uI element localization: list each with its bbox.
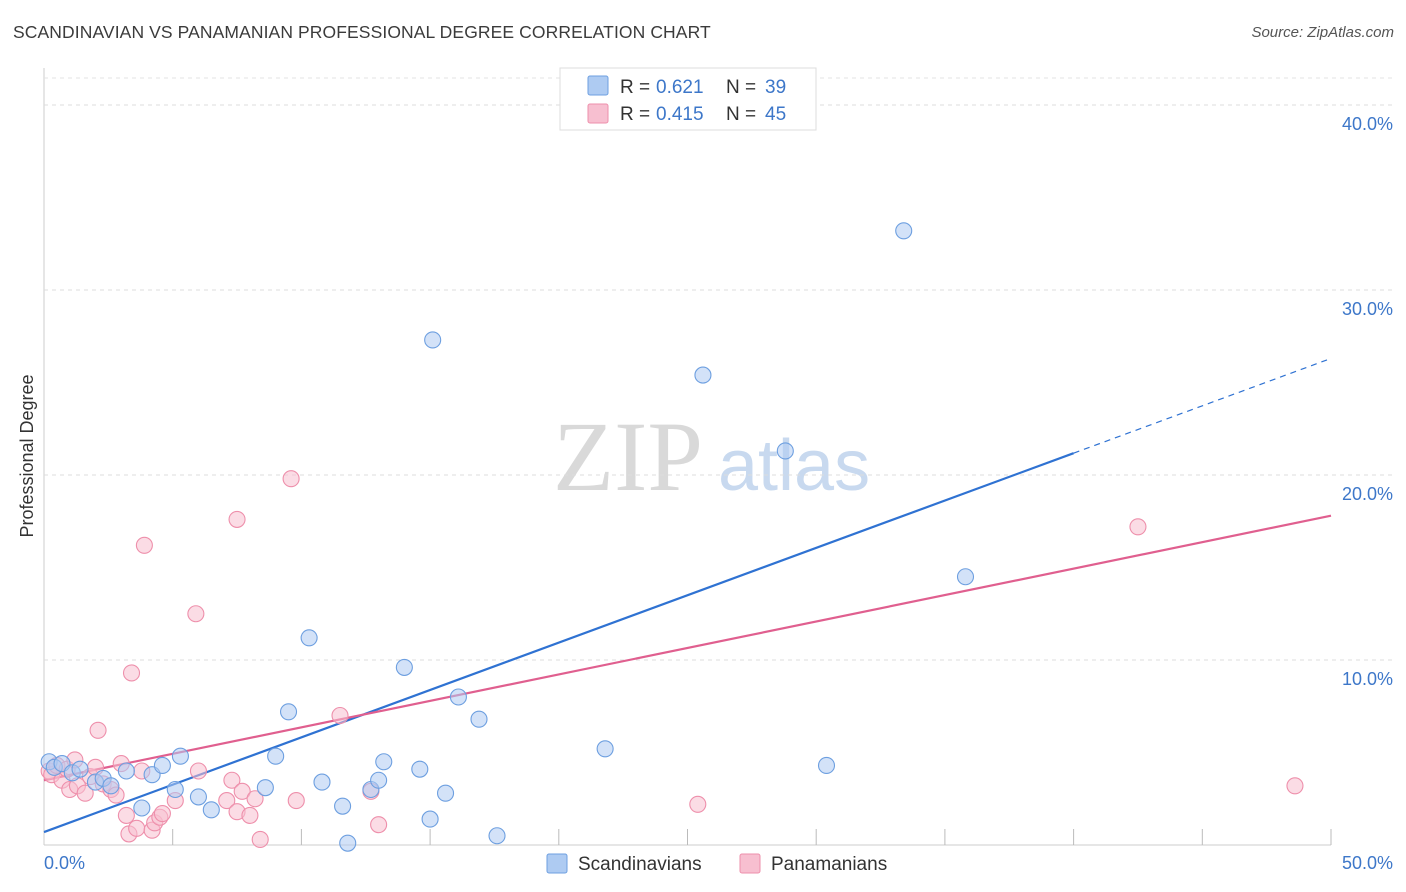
point-scandinavians [956, 568, 975, 586]
point-scandinavians [776, 442, 794, 460]
panamanians-n-label: N = [726, 104, 756, 125]
point-scandinavians [117, 762, 135, 780]
point-scandinavians [339, 834, 357, 852]
scandinavians-n-value: 39 [765, 77, 786, 98]
y-tick-label: 20.0% [1342, 484, 1393, 504]
point-scandinavians [133, 799, 151, 817]
panamanians-r-value: 0.415 [656, 104, 704, 125]
point-scandinavians [694, 366, 712, 384]
point-panamanians [223, 771, 241, 789]
y-axis-label: Professional Degree [17, 374, 37, 537]
point-scandinavians [395, 658, 413, 676]
point-scandinavians [189, 788, 207, 806]
point-scandinavians [424, 331, 442, 349]
point-scandinavians [449, 688, 467, 706]
point-scandinavians [411, 760, 429, 778]
legend-scandinavians-swatch [546, 853, 568, 874]
point-panamanians [89, 721, 107, 739]
point-panamanians [76, 784, 94, 802]
legend-panamanians-swatch [739, 853, 761, 874]
point-scandinavians [153, 756, 171, 775]
point-scandinavians [300, 629, 318, 647]
point-scandinavians [895, 222, 913, 240]
point-scandinavians [334, 797, 352, 815]
x-tick-label-max: 50.0% [1342, 853, 1393, 873]
point-scandinavians [817, 756, 836, 775]
point-panamanians [228, 510, 246, 528]
point-scandinavians [202, 801, 220, 819]
scandinavians-r-label: R = [620, 77, 650, 98]
watermark-zip: ZIP [553, 401, 703, 512]
point-scandinavians [436, 784, 455, 802]
point-scandinavians [421, 810, 439, 828]
point-panamanians [241, 806, 259, 824]
point-scandinavians [267, 747, 285, 765]
stats-legend: R = 0.621 N = 39 R = 0.415 N = 45 [559, 67, 817, 131]
point-scandinavians [470, 710, 488, 728]
scandinavians-r-value: 0.621 [656, 77, 704, 98]
point-panamanians [233, 782, 251, 800]
legend-panamanians-label: Panamanians [771, 854, 887, 875]
point-panamanians [153, 804, 171, 823]
x-ticks [172, 829, 1332, 845]
data-points [40, 222, 1304, 852]
x-tick-label-min: 0.0% [44, 853, 85, 873]
point-panamanians [689, 795, 707, 813]
y-tick-labels: 10.0% 20.0% 30.0% 40.0% [1342, 114, 1393, 689]
series-legend: Scandinavians Panamanians [546, 853, 887, 875]
trend-line-scandinavians [43, 452, 1074, 834]
point-panamanians [331, 706, 349, 725]
point-scandinavians [313, 773, 331, 791]
point-panamanians [218, 792, 236, 810]
point-scandinavians [102, 777, 120, 795]
chart-title: SCANDINAVIAN VS PANAMANIAN PROFESSIONAL … [13, 22, 711, 42]
point-scandinavians [370, 771, 388, 789]
point-scandinavians [256, 779, 274, 797]
trend-line-extension-scandinavians [1073, 357, 1332, 454]
trend-line-panamanians [43, 514, 1332, 782]
y-tick-label: 10.0% [1342, 669, 1393, 689]
point-scandinavians [166, 780, 184, 799]
point-panamanians [1129, 518, 1147, 536]
point-panamanians [1286, 777, 1304, 795]
watermark-atlas: atlas [718, 426, 870, 506]
trend-lines [43, 357, 1332, 834]
point-panamanians [187, 605, 205, 623]
point-scandinavians [71, 760, 89, 778]
panamanians-r-label: R = [620, 104, 650, 125]
point-scandinavians [171, 747, 189, 765]
panamanians-swatch [587, 103, 609, 124]
panamanians-n-value: 45 [765, 104, 786, 125]
point-panamanians [251, 830, 269, 849]
chart-source: Source: ZipAtlas.com [1251, 24, 1394, 41]
grid [44, 77, 1392, 661]
legend-scandinavians-label: Scandinavians [578, 854, 702, 875]
point-panamanians [122, 664, 141, 682]
scandinavians-swatch [587, 75, 609, 96]
y-tick-label: 40.0% [1342, 114, 1393, 134]
point-scandinavians [488, 827, 506, 845]
point-panamanians [287, 792, 305, 810]
point-scandinavians [279, 703, 298, 721]
y-tick-label: 30.0% [1342, 299, 1393, 319]
point-panamanians [246, 790, 264, 808]
point-scandinavians [596, 740, 614, 758]
point-panamanians [282, 470, 300, 488]
point-panamanians [135, 536, 153, 554]
point-panamanians [117, 806, 135, 824]
point-scandinavians [375, 753, 393, 771]
scandinavians-n-label: N = [726, 77, 756, 98]
point-panamanians [370, 816, 388, 834]
point-panamanians [128, 819, 146, 837]
point-panamanians [189, 762, 207, 780]
